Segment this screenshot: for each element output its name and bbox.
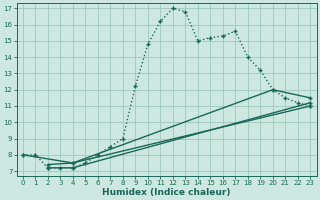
X-axis label: Humidex (Indice chaleur): Humidex (Indice chaleur) <box>102 188 231 197</box>
